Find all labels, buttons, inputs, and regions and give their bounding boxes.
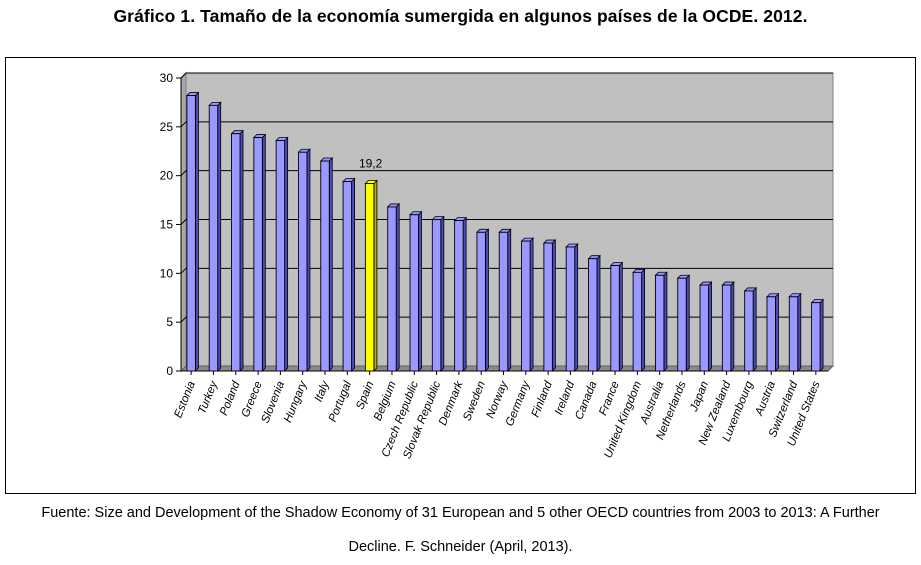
y-tick-label: 30	[160, 71, 174, 85]
source-line-1: Fuente: Size and Development of the Shad…	[41, 505, 880, 521]
bar-side	[730, 281, 735, 372]
chart-title: Gráfico 1. Tamaño de la economía sumergi…	[113, 6, 808, 26]
bar	[320, 160, 330, 372]
bar-side	[351, 177, 355, 372]
x-tick-label: Canada	[573, 380, 599, 422]
bar	[253, 137, 263, 372]
source-line-2: Decline. F. Schneider (April, 2013).	[348, 539, 573, 555]
y-tick-label: 5	[166, 315, 173, 329]
bar-side	[797, 292, 802, 372]
bar-side	[284, 136, 289, 372]
bar	[721, 284, 732, 372]
chart-frame	[5, 57, 916, 494]
bar	[588, 258, 598, 372]
x-tick-label: Finland	[530, 379, 555, 419]
bar-side	[819, 298, 824, 372]
bar	[811, 302, 821, 372]
x-tick-label: Poland	[218, 379, 243, 417]
gridline	[180, 170, 833, 177]
x-tick-label: Spain	[354, 380, 376, 412]
bar-side	[328, 157, 333, 372]
bar	[498, 231, 509, 372]
bar	[454, 220, 464, 372]
bar	[565, 246, 576, 372]
bar	[632, 271, 643, 372]
bar	[275, 140, 286, 372]
x-tick-label: France	[597, 380, 622, 418]
x-tick-label: Estonia	[172, 380, 197, 420]
bar	[387, 206, 397, 372]
y-tick-label: 10	[160, 266, 174, 280]
x-tick-label: Ireland	[553, 379, 578, 417]
bar-side	[574, 242, 579, 372]
x-tick-label: Austria	[753, 380, 778, 419]
bar-side	[418, 210, 422, 372]
bar	[766, 296, 776, 372]
bar	[788, 296, 799, 372]
bar-side	[529, 237, 534, 372]
bar	[431, 219, 442, 372]
bar-side	[395, 202, 400, 372]
bar-side	[551, 239, 556, 372]
gridline	[180, 219, 833, 225]
y-tick-label: 25	[160, 120, 174, 134]
bar-highlight	[364, 183, 375, 372]
bar-side	[752, 286, 757, 372]
bar	[231, 133, 241, 372]
bar	[186, 95, 196, 372]
bar	[699, 284, 709, 372]
gridline	[180, 121, 833, 128]
bar-chart: 051015202530EstoniaTurkeyPolandGreeceSlo…	[160, 71, 835, 461]
x-tick-label: Japan	[688, 380, 711, 414]
bar	[409, 214, 419, 372]
bar-side	[685, 274, 690, 372]
y-tick-label: 0	[166, 364, 173, 378]
bar-side	[261, 133, 266, 372]
bar	[610, 265, 620, 372]
bar	[342, 181, 353, 372]
bar-side	[485, 228, 489, 372]
gridline	[180, 72, 833, 79]
bar-side	[462, 216, 467, 372]
y-tick-label: 20	[160, 169, 174, 183]
bar	[677, 277, 687, 372]
data-label: 19,2	[359, 156, 383, 170]
bar-side	[440, 215, 445, 372]
bar-side	[306, 148, 311, 372]
bar-side	[663, 271, 668, 372]
bar	[298, 151, 308, 372]
bar	[521, 240, 531, 372]
bar-side	[618, 261, 623, 372]
bar-side	[775, 292, 779, 372]
bar	[654, 274, 665, 372]
x-tick-label: Italy	[313, 378, 332, 403]
bar	[208, 104, 219, 372]
bar	[744, 290, 754, 372]
bar-side	[641, 268, 646, 372]
y-tick-label: 15	[160, 218, 174, 232]
x-tick-label: Greece	[240, 380, 265, 419]
bar-side	[507, 228, 512, 372]
x-tick-label: Turkey	[196, 378, 220, 415]
bar-side	[596, 254, 601, 372]
bar	[476, 231, 486, 372]
bar-side	[373, 179, 378, 372]
bar-side	[708, 281, 712, 372]
bar	[543, 242, 553, 372]
